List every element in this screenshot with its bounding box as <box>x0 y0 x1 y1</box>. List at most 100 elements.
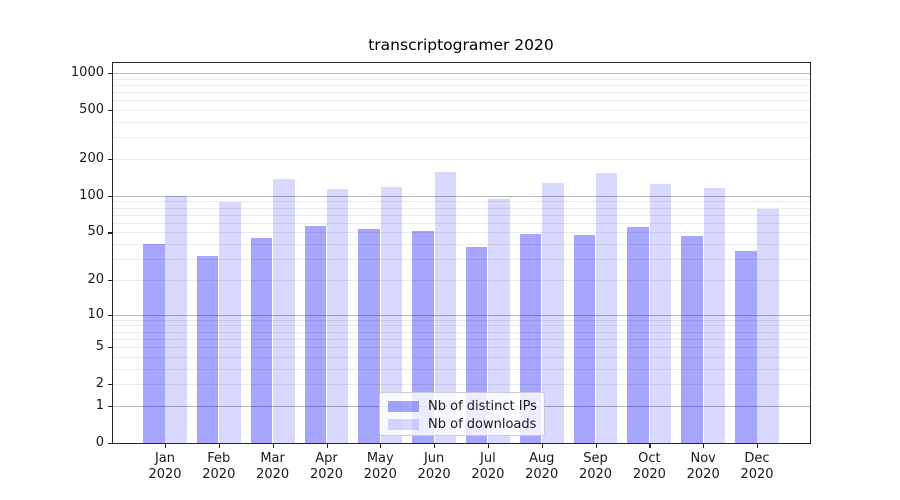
bar-downloads <box>380 186 403 443</box>
bar-distinct-ips <box>573 234 596 443</box>
minor-gridline <box>113 214 810 216</box>
bar-distinct-ips <box>143 244 165 443</box>
x-tick-mark <box>649 444 651 448</box>
y-tick-label: 1000 <box>70 65 104 80</box>
legend-label: Nb of downloads <box>428 416 537 432</box>
minor-gridline <box>113 319 810 321</box>
y-tick-mark <box>108 405 112 408</box>
y-tick-mark <box>108 314 112 316</box>
minor-gridline <box>113 338 810 340</box>
bar-downloads <box>434 171 457 443</box>
x-tick-mark <box>703 444 705 448</box>
minor-gridline <box>113 110 810 111</box>
minor-gridline <box>113 158 810 160</box>
bar-downloads <box>649 184 672 443</box>
bar-downloads <box>273 179 295 443</box>
x-tick-label: Feb 2020 <box>202 451 236 482</box>
legend-label: Nb of distinct IPs <box>428 399 537 415</box>
x-tick-label: Mar 2020 <box>256 451 290 482</box>
x-tick-label: Jul 2020 <box>471 451 505 482</box>
y-tick-label: 0 <box>95 435 104 450</box>
y-tick-label: 100 <box>79 187 104 203</box>
x-tick-mark <box>272 444 274 448</box>
bar-downloads <box>595 173 618 443</box>
x-tick-label: Sep 2020 <box>578 451 613 482</box>
y-tick-label: 20 <box>87 271 104 287</box>
bar-downloads <box>219 202 241 443</box>
bar-downloads <box>488 198 510 443</box>
bar-distinct-ips-swatch <box>388 401 419 413</box>
x-tick-label: Nov 2020 <box>686 451 720 482</box>
minor-gridline <box>113 100 810 102</box>
x-tick-mark <box>165 444 167 448</box>
minor-gridline <box>113 356 810 358</box>
y-tick-mark <box>108 232 112 234</box>
bar-distinct-ips <box>358 229 380 443</box>
chart-title: transcriptogramer 2020 <box>368 36 554 54</box>
minor-gridline <box>113 84 810 86</box>
bar-distinct-ips <box>250 237 273 443</box>
x-tick-label: Aug 2020 <box>525 451 559 482</box>
legend: Nb of distinct IPs Nb of downloads <box>379 392 545 436</box>
bar-downloads <box>326 188 349 443</box>
y-tick-mark <box>108 384 112 386</box>
y-tick-mark <box>108 110 112 112</box>
bar-downloads <box>703 188 726 443</box>
minor-gridline <box>113 368 810 370</box>
y-tick-label: 10 <box>87 306 104 322</box>
y-tick-label: 200 <box>79 150 104 166</box>
y-tick-mark <box>108 443 112 445</box>
x-tick-label: Oct 2020 <box>632 451 666 482</box>
x-tick-label: Jan 2020 <box>148 451 182 482</box>
x-tick-label: May 2020 <box>363 451 397 482</box>
x-tick-mark <box>595 444 597 448</box>
x-tick-label: Jun 2020 <box>417 451 451 482</box>
minor-gridline <box>113 232 810 234</box>
y-tick-mark <box>108 73 112 75</box>
y-tick-label: 5 <box>95 339 104 354</box>
y-tick-label: 2 <box>95 376 104 392</box>
x-tick-mark <box>434 444 436 448</box>
x-tick-label: Apr 2020 <box>309 451 344 482</box>
bar-downloads <box>757 209 779 443</box>
major-gridline <box>113 73 810 74</box>
legend-row: Nb of distinct IPs <box>388 398 537 416</box>
minor-gridline <box>113 78 810 80</box>
bar-distinct-ips <box>681 235 703 443</box>
plot-area <box>112 62 811 444</box>
x-tick-mark <box>326 444 328 448</box>
minor-gridline <box>113 279 810 281</box>
y-tick-mark <box>108 195 112 197</box>
minor-gridline <box>113 222 810 224</box>
major-gridline <box>113 314 810 316</box>
bar-downloads <box>542 183 564 443</box>
minor-gridline <box>113 347 810 348</box>
bar-downloads <box>165 195 187 443</box>
x-tick-label: Dec 2020 <box>740 451 774 482</box>
y-tick-label: 500 <box>79 102 104 117</box>
x-tick-mark <box>380 444 382 448</box>
minor-gridline <box>113 384 810 386</box>
y-tick-label: 50 <box>87 224 104 240</box>
bar-distinct-ips <box>519 233 542 443</box>
minor-gridline <box>113 137 810 139</box>
y-tick-mark <box>108 158 112 161</box>
x-tick-mark <box>218 444 220 448</box>
bar-distinct-ips <box>196 255 219 443</box>
minor-gridline <box>113 92 810 93</box>
minor-gridline <box>113 122 810 123</box>
legend-row: Nb of downloads <box>388 416 536 434</box>
x-tick-mark <box>487 444 490 448</box>
minor-gridline <box>113 201 810 203</box>
bar-downloads-swatch <box>388 418 419 430</box>
bar-distinct-ips <box>412 231 434 443</box>
y-tick-mark <box>108 279 112 282</box>
minor-gridline <box>113 244 810 246</box>
y-tick-label: 1 <box>95 397 104 413</box>
y-tick-mark <box>108 347 112 349</box>
minor-gridline <box>113 331 810 333</box>
minor-gridline <box>113 325 810 327</box>
x-tick-mark <box>541 444 543 448</box>
bar-distinct-ips <box>304 226 327 443</box>
